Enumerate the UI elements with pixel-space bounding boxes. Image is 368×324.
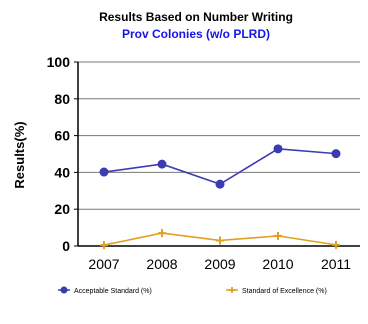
series	[99, 144, 341, 250]
data-point	[331, 149, 341, 159]
y-tick-label: 0	[62, 238, 70, 254]
series-line	[103, 148, 337, 186]
y-axis-label: Results(%)	[12, 121, 27, 188]
data-point	[332, 240, 340, 249]
legend-item: Standard of Excellence (%)	[226, 287, 327, 295]
y-tick-label: 60	[54, 128, 70, 144]
data-point	[274, 231, 282, 240]
legend-label: Standard of Excellence (%)	[242, 288, 327, 295]
x-tick-label: 2008	[146, 256, 177, 272]
x-tick-label: 2010	[262, 256, 293, 272]
data-point	[158, 229, 166, 238]
data-point	[100, 241, 108, 250]
legend-item: Acceptable Standard (%)	[58, 286, 152, 295]
series-2	[100, 229, 340, 250]
legend-marker	[229, 287, 235, 293]
x-tick-label: 2009	[204, 256, 235, 272]
x-tick-label: 2007	[88, 256, 119, 272]
grid	[78, 61, 360, 210]
data-point	[216, 236, 224, 245]
axes: 0 20 40 60 80 100 2007 2008 2009 2010 2011	[47, 54, 360, 272]
y-tick-label: 40	[54, 164, 70, 180]
data-point	[273, 144, 283, 154]
y-tick-label: 100	[47, 54, 71, 70]
data-point	[215, 179, 225, 189]
legend: Acceptable Standard (%) Standard of Excel…	[58, 286, 327, 295]
chart-title: Results Based on Number Writing	[99, 10, 293, 24]
legend-marker	[60, 286, 68, 294]
x-tick-label: 2011	[321, 256, 351, 272]
chart-subtitle: Prov Colonies (w/o PLRD)	[122, 27, 270, 41]
y-tick-label: 20	[54, 201, 70, 217]
data-point	[157, 159, 167, 169]
y-tick-label: 80	[54, 91, 70, 107]
legend-label: Acceptable Standard (%)	[74, 288, 152, 295]
data-point	[99, 167, 109, 177]
series-1	[99, 144, 341, 189]
